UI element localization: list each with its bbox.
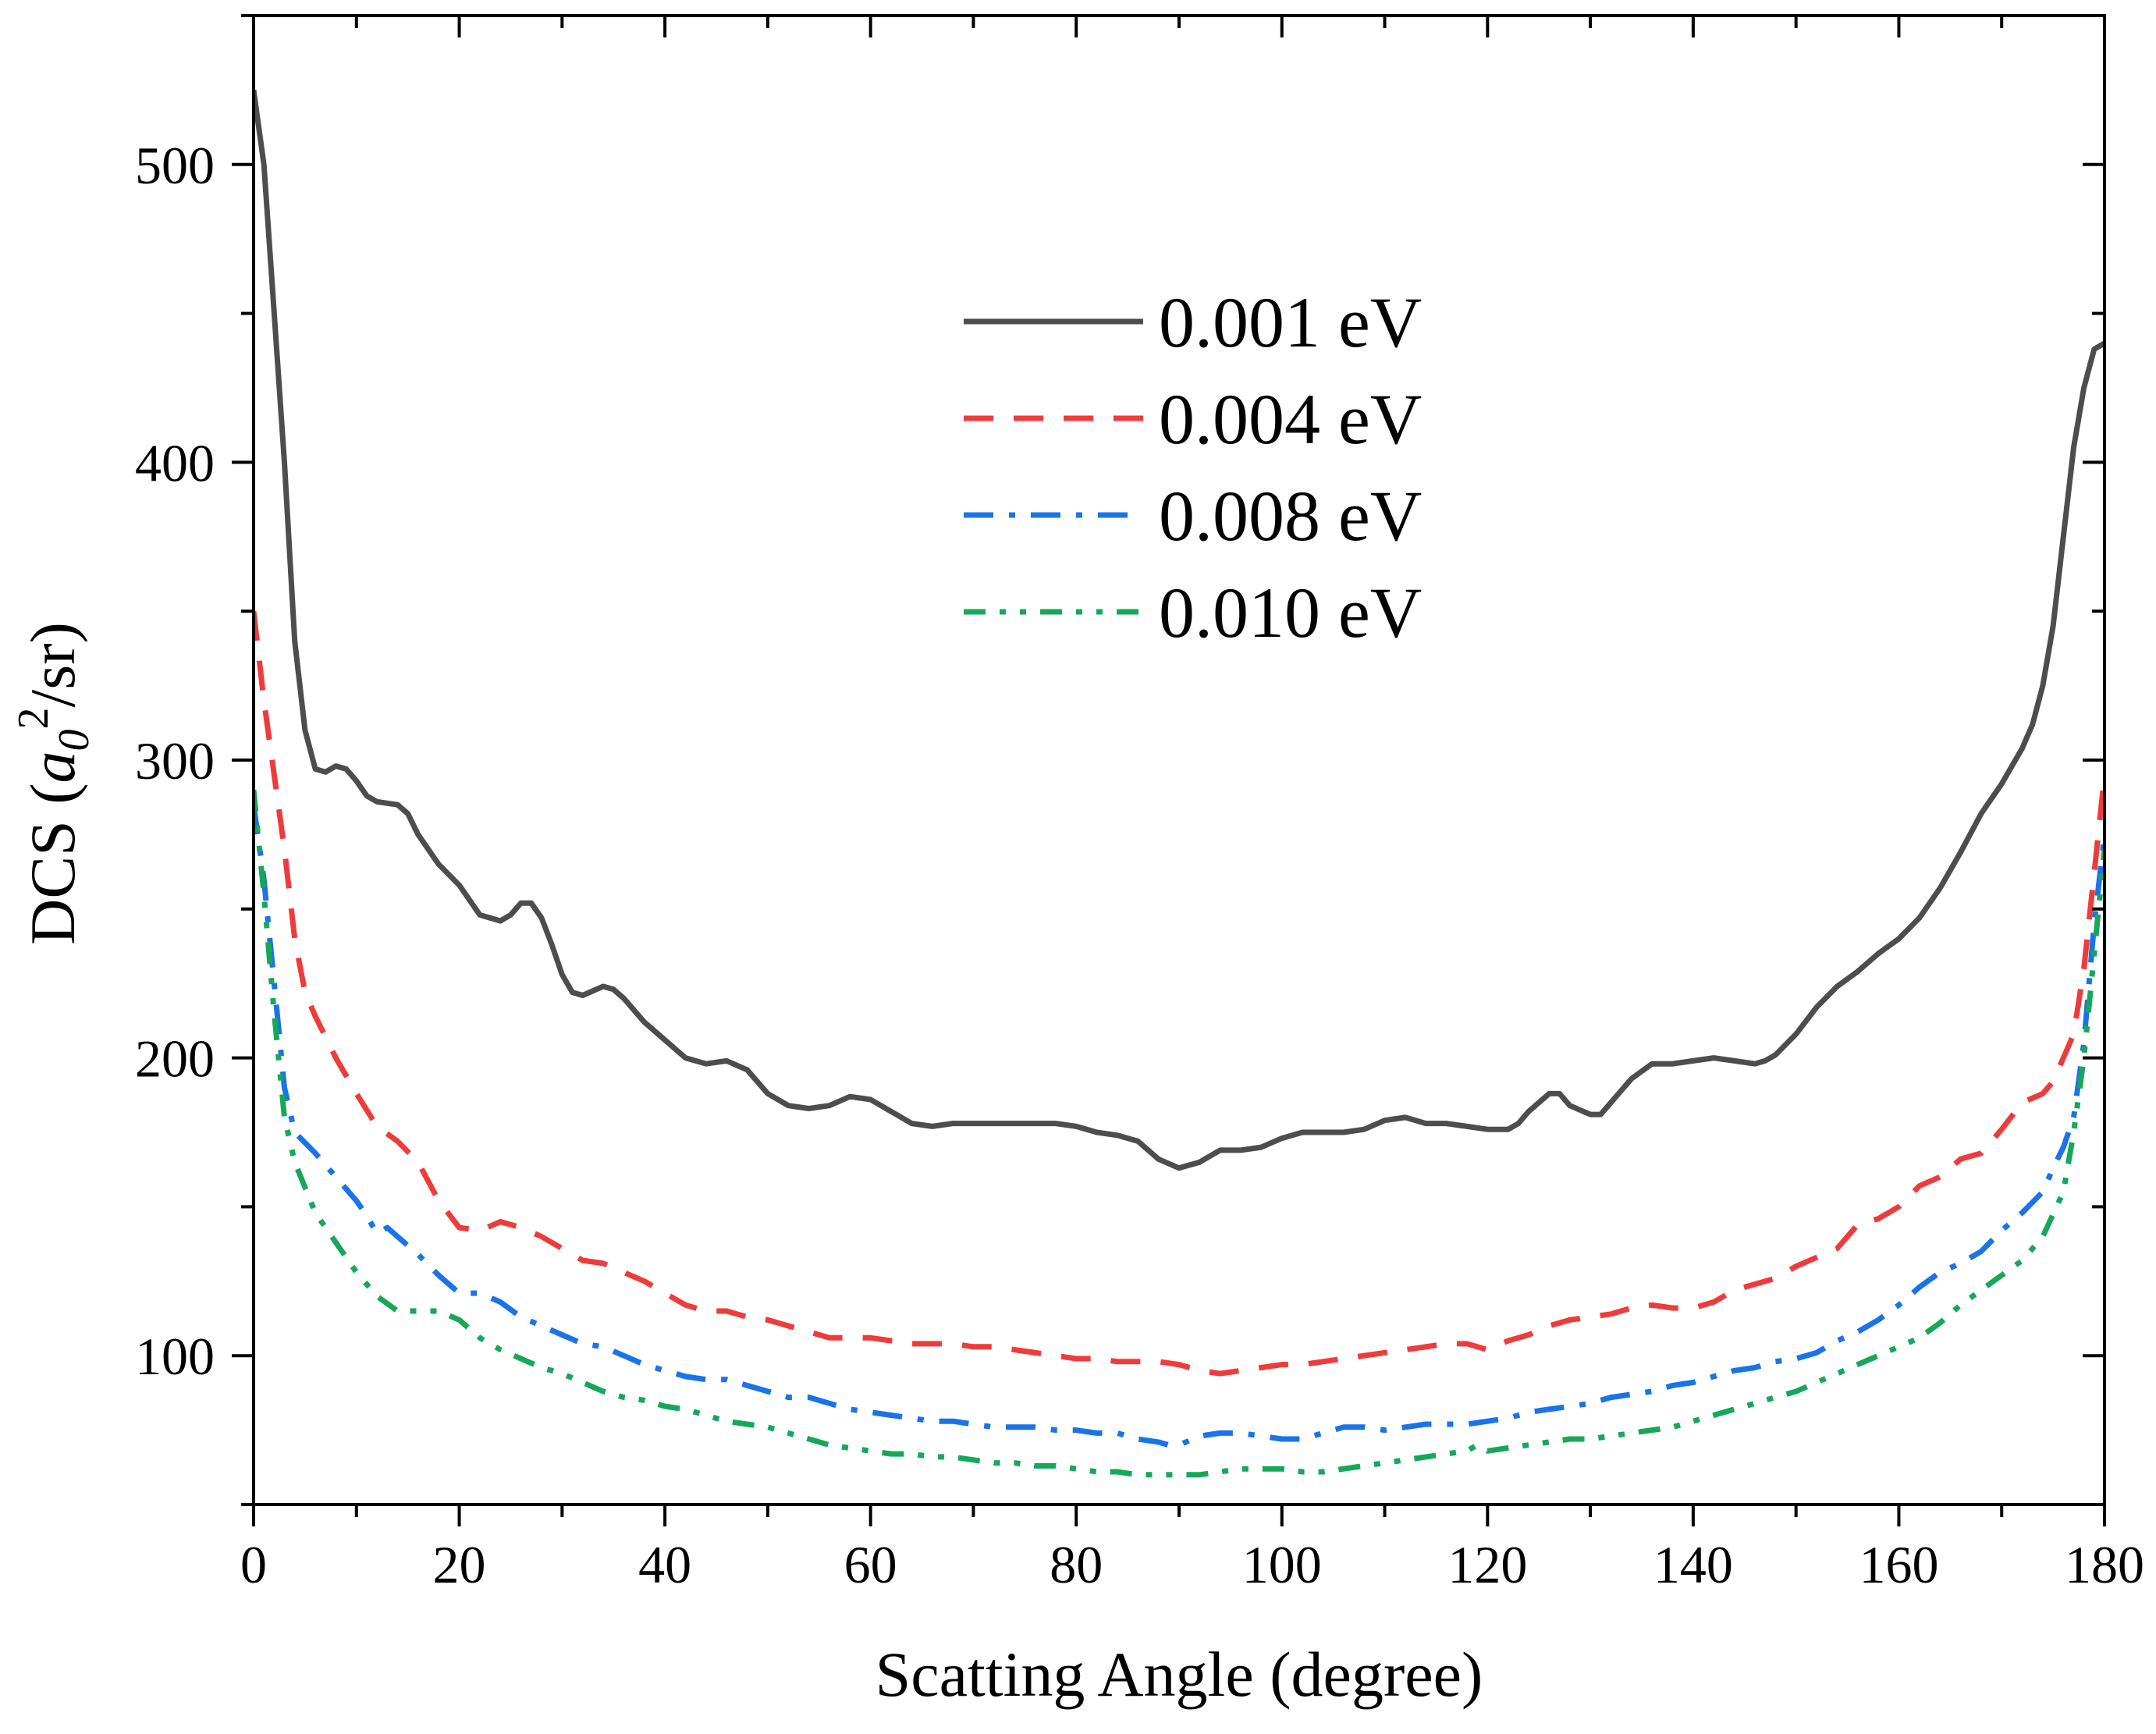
y-axis-title-suffix: /sr) [17, 622, 88, 707]
series-line-4 [254, 789, 2104, 1478]
legend-label-1: 0.001 eV [1159, 282, 1422, 362]
y-axis-title: DCS (a02/sr) [9, 622, 98, 945]
x-tick-label: 100 [1242, 1535, 1322, 1594]
x-tick-label: 80 [1050, 1535, 1103, 1594]
series-line-3 [254, 804, 2104, 1448]
legend-label-3: 0.008 eV [1159, 476, 1422, 556]
x-tick-label: 60 [844, 1535, 897, 1594]
x-tick-label: 20 [433, 1535, 486, 1594]
legend-label-4: 0.010 eV [1159, 573, 1422, 652]
y-axis-title-symbol: a [17, 751, 88, 783]
series-layer [254, 89, 2104, 1478]
x-tick-label: 160 [1859, 1535, 1938, 1594]
ticks-layer: 0 20 40 60 80 100 120 140 160 180 100 200 300 400 500 [135, 14, 2144, 1594]
x-tick-label: 180 [2065, 1535, 2144, 1594]
y-tick-label: 400 [135, 433, 215, 492]
y-axis-title-prefix: DCS ( [17, 783, 88, 944]
legend: 0.001 eV 0.004 eV 0.008 eV 0.010 eV [964, 282, 1422, 652]
y-tick-label: 500 [135, 136, 215, 195]
y-axis-title-subscript: 0 [50, 729, 98, 751]
x-tick-label: 40 [638, 1535, 691, 1594]
legend-label-2: 0.004 eV [1159, 379, 1422, 459]
y-tick-label: 200 [135, 1029, 215, 1089]
y-tick-label: 100 [135, 1327, 215, 1386]
y-axis-title-superscript: 2 [9, 707, 58, 729]
x-axis-title: Scatting Angle (degree) [876, 1639, 1483, 1710]
plot-area-frame [252, 14, 2106, 1506]
x-tick-label: 120 [1447, 1535, 1527, 1594]
series-line-2 [254, 610, 2104, 1377]
x-tick-label: 140 [1653, 1535, 1733, 1594]
y-tick-label: 300 [135, 731, 215, 791]
x-tick-label: 0 [240, 1535, 267, 1594]
series-line-1 [254, 89, 2104, 1171]
